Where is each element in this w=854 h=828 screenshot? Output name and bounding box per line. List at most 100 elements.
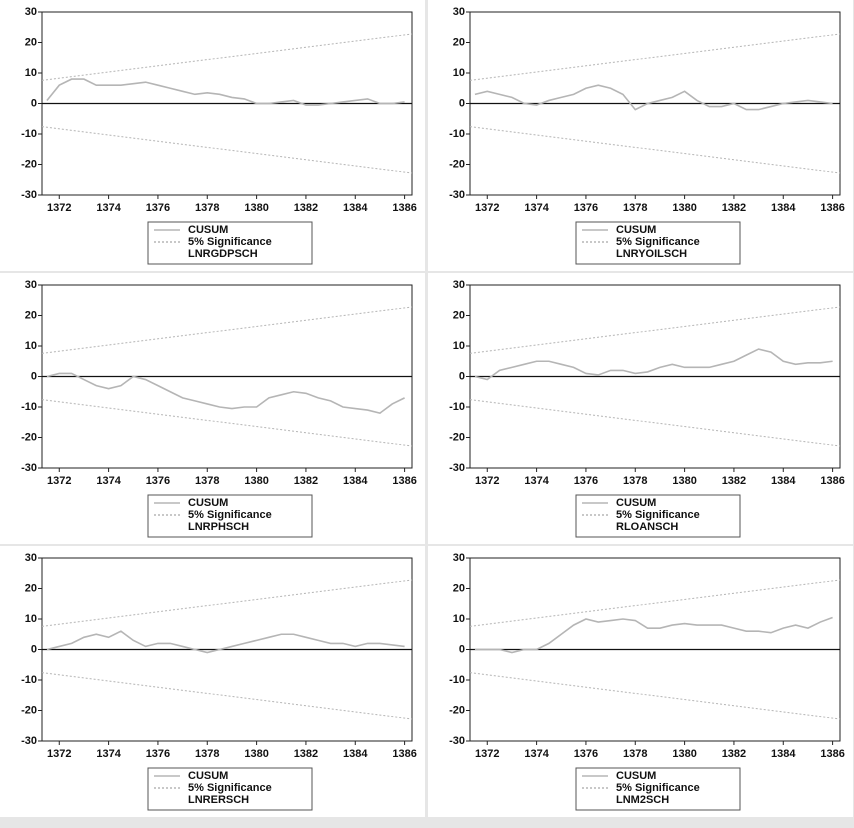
y-tick-label: -10 — [21, 674, 37, 686]
y-tick-label: 10 — [25, 67, 37, 79]
y-tick-label: 10 — [453, 613, 465, 625]
x-tick-label: 1378 — [623, 202, 647, 214]
x-tick-label: 1376 — [146, 748, 170, 760]
legend-box — [575, 767, 741, 811]
x-tick-label: 1386 — [392, 202, 416, 214]
cusum-line — [474, 616, 833, 654]
x-tick-label: 1384 — [343, 202, 368, 214]
y-tick-label: -20 — [449, 704, 465, 716]
x-tick-label: 1376 — [574, 202, 598, 214]
y-tick-label: -30 — [449, 189, 465, 201]
x-tick-label: 1376 — [574, 748, 598, 760]
y-tick-label: 30 — [453, 6, 465, 18]
y-tick-label: 20 — [453, 36, 465, 48]
chart-panel: -30 -20 -10 0 10 20 30 1372 1374 1376 1378 1380 1382… — [428, 273, 853, 544]
x-tick-label: 1384 — [343, 748, 368, 760]
x-tick-label: 1372 — [47, 748, 71, 760]
x-tick-label: 1384 — [771, 748, 796, 760]
legend-box — [575, 221, 741, 265]
x-tick-label: 1372 — [475, 748, 499, 760]
x-tick-label: 1374 — [524, 475, 549, 487]
x-tick-label: 1382 — [722, 202, 746, 214]
x-tick-label: 1374 — [96, 475, 121, 487]
x-tick-label: 1378 — [623, 475, 647, 487]
chart-panel: -30 -20 -10 0 10 20 30 1372 1374 1376 1378 1380 1382… — [0, 546, 425, 817]
y-tick-label: 20 — [25, 309, 37, 321]
x-tick-label: 1378 — [195, 748, 219, 760]
y-tick-label: 10 — [453, 340, 465, 352]
y-tick-label: 30 — [25, 552, 37, 564]
x-tick-label: 1382 — [294, 202, 318, 214]
x-tick-label: 1374 — [524, 202, 549, 214]
y-tick-label: 30 — [453, 279, 465, 291]
x-tick-label: 1386 — [820, 202, 844, 214]
y-tick-label: 0 — [31, 370, 37, 382]
x-tick-label: 1372 — [475, 202, 499, 214]
legend-label: 5% Significance — [188, 782, 272, 794]
cusum-line — [46, 630, 405, 654]
cusum-line — [46, 372, 405, 414]
y-tick-label: 20 — [453, 582, 465, 594]
legend-box — [147, 767, 313, 811]
chart-panel: -30 -20 -10 0 10 20 30 1372 1374 1376 1378 1380 1382… — [428, 0, 853, 271]
y-tick-label: -20 — [449, 158, 465, 170]
legend-label: 5% Significance — [616, 509, 700, 521]
x-tick-label: 1376 — [574, 475, 598, 487]
legend-variable: LNRPHSCH — [188, 521, 249, 533]
chart-panel: -30 -20 -10 0 10 20 30 1372 1374 1376 1378 1380 1382… — [0, 273, 425, 544]
y-tick-label: 30 — [453, 552, 465, 564]
legend-label: CUSUM — [188, 224, 228, 236]
y-tick-label: 30 — [25, 279, 37, 291]
y-tick-label: -10 — [449, 128, 465, 140]
x-tick-label: 1386 — [820, 748, 844, 760]
x-tick-label: 1374 — [524, 748, 549, 760]
x-tick-label: 1386 — [820, 475, 844, 487]
y-tick-label: 30 — [25, 6, 37, 18]
x-tick-label: 1380 — [672, 475, 696, 487]
legend-box — [575, 494, 741, 538]
y-tick-label: -30 — [449, 735, 465, 747]
legend-label: CUSUM — [188, 770, 228, 782]
y-tick-label: 10 — [25, 613, 37, 625]
legend-label: CUSUM — [616, 224, 656, 236]
x-tick-label: 1378 — [195, 202, 219, 214]
chart-panel: -30 -20 -10 0 10 20 30 1372 1374 1376 1378 1380 1382… — [0, 0, 425, 271]
y-tick-label: -20 — [449, 431, 465, 443]
y-tick-label: 20 — [25, 582, 37, 594]
x-tick-label: 1384 — [771, 202, 796, 214]
legend-variable: LNM2SCH — [616, 794, 669, 806]
x-tick-label: 1380 — [672, 202, 696, 214]
y-tick-label: -30 — [21, 462, 37, 474]
x-tick-label: 1384 — [343, 475, 368, 487]
legend-label: CUSUM — [616, 770, 656, 782]
y-tick-label: 20 — [25, 36, 37, 48]
legend-label: 5% Significance — [188, 236, 272, 248]
x-tick-label: 1376 — [146, 202, 170, 214]
legend-variable: LNRERSCH — [188, 794, 249, 806]
legend-variable: LNRYOILSCH — [616, 248, 687, 260]
y-tick-label: -10 — [449, 401, 465, 413]
y-tick-label: -20 — [21, 158, 37, 170]
x-tick-label: 1374 — [96, 748, 121, 760]
x-tick-label: 1382 — [722, 748, 746, 760]
legend-variable: RLOANSCH — [616, 521, 678, 533]
y-tick-label: 0 — [31, 97, 37, 109]
x-tick-label: 1372 — [47, 202, 71, 214]
legend-variable: LNRGDPSCH — [188, 248, 258, 260]
y-tick-label: -20 — [21, 431, 37, 443]
x-tick-label: 1378 — [623, 748, 647, 760]
legend-box — [147, 494, 313, 538]
x-tick-label: 1382 — [722, 475, 746, 487]
y-tick-label: 0 — [459, 97, 465, 109]
cusum-line — [46, 78, 405, 106]
legend-label: 5% Significance — [616, 782, 700, 794]
legend-box — [147, 221, 313, 265]
legend-label: CUSUM — [188, 497, 228, 509]
x-tick-label: 1380 — [244, 748, 268, 760]
y-tick-label: 10 — [453, 67, 465, 79]
x-tick-label: 1380 — [244, 475, 268, 487]
y-tick-label: -30 — [21, 735, 37, 747]
legend-label: CUSUM — [616, 497, 656, 509]
y-tick-label: 0 — [459, 370, 465, 382]
